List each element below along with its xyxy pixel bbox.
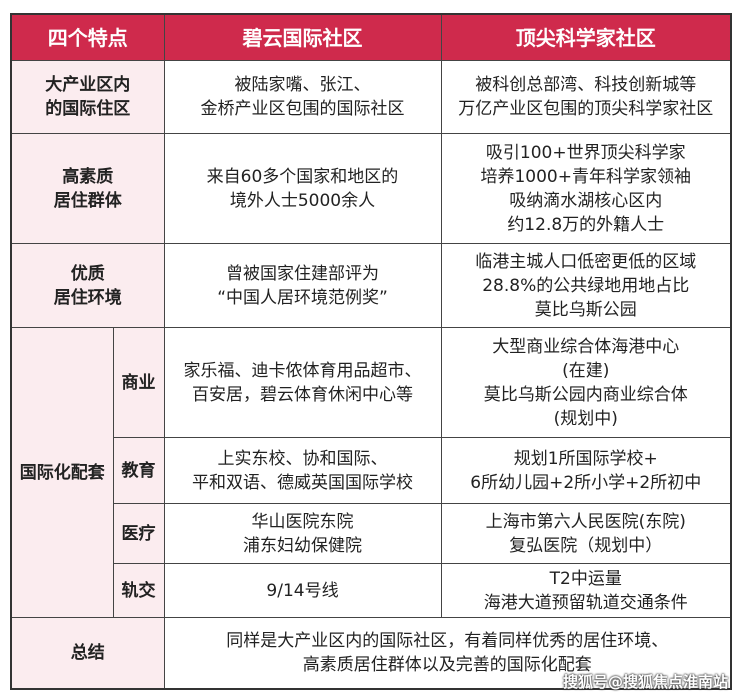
text-line: 约12.8万的外籍人士	[507, 214, 665, 235]
text-line: 大型商业综合体海港中心	[492, 336, 680, 357]
header-row: 四个特点 碧云国际社区 顶尖科学家社区	[10, 13, 732, 61]
intl-label: 国际化配套	[10, 327, 114, 618]
scientist-cell: 吸引100+世界顶尖科学家 培养1000+青年科学家领袖 吸纳滴水湖核心区内 约12.…	[440, 133, 732, 244]
biyun-cell: 被陆家嘴、张江、金桥产业区包围的国际社区	[163, 60, 442, 134]
label-line: 优质	[70, 263, 105, 284]
table-row: 医疗 华山医院东院 浦东妇幼保健院 上海市第六人民医院(东院) 复弘医院（规划中）	[11, 503, 732, 564]
watermark: 搜狐号@搜狐焦点淮南站	[562, 673, 728, 691]
label-line: 居住环境	[53, 287, 122, 308]
text-line: 同样是大产业区内的国际社区，有着同样优秀的居住环境、	[226, 630, 669, 651]
text-line: 华山医院东院	[251, 511, 354, 532]
comparison-table: 四个特点 碧云国际社区 顶尖科学家社区 大产业区内的国际住区 被陆家嘴、张江、金…	[10, 13, 732, 690]
text-line: 被陆家嘴、张江、	[234, 75, 371, 95]
text-line: (规划中)	[553, 408, 618, 429]
text-line: 临港主城人口低密更低的区域	[475, 251, 697, 272]
table-row: 轨交 9/14号线 T2中运量海港大道预留轨道交通条件	[11, 563, 732, 618]
text-line: 浦东妇幼保健院	[243, 535, 362, 556]
label-line: 居住群体	[53, 190, 122, 211]
biyun-cell: 华山医院东院 浦东妇幼保健院	[163, 503, 442, 564]
text-line: T2中运量	[549, 568, 622, 589]
text-line: 规划1所国际学校+	[513, 448, 658, 469]
label-line: 的国际住区	[45, 99, 131, 119]
text-line: 来自60多个国家和地区的	[206, 166, 399, 187]
text-line: 28.8%的公共绿地用地占比	[482, 275, 690, 296]
text-line: 平和双语、德威英国国际学校	[192, 472, 413, 493]
row-label: 优质 居住环境	[10, 243, 165, 328]
text-line: 曾被国家住建部评为	[226, 263, 379, 284]
label-line: 高素质	[62, 166, 114, 187]
sub-label: 医疗	[112, 503, 165, 564]
summary-label: 总结	[10, 617, 165, 689]
scientist-cell: T2中运量海港大道预留轨道交通条件	[440, 563, 732, 618]
biyun-cell: 9/14号线	[163, 563, 442, 618]
header-scientist: 顶尖科学家社区	[440, 13, 732, 61]
summary-cell: 同样是大产业区内的国际社区，有着同样优秀的居住环境、 高素质居住群体以及完善的国际…	[163, 617, 732, 689]
table-row: 国际化配套 商业 家乐福、迪卡侬体育用品超市、 百安居，碧云体育休闲中心等 大型商…	[10, 327, 732, 618]
text-line: 被科创总部湾、科技创新城等	[475, 75, 697, 95]
sub-label: 商业	[112, 327, 165, 438]
text-line: 高素质居住群体以及完善的国际化配套	[302, 654, 592, 675]
biyun-cell: 家乐福、迪卡侬体育用品超市、 百安居，碧云体育休闲中心等	[163, 327, 442, 438]
label-line: 大产业区内	[45, 75, 131, 95]
row-label: 高素质 居住群体	[10, 133, 165, 244]
summary-row: 总结 同样是大产业区内的国际社区，有着同样优秀的居住环境、 高素质居住群体以及完善…	[10, 617, 732, 689]
scientist-cell: 大型商业综合体海港中心 (在建) 莫比乌斯公园内商业综合体 (规划中)	[440, 327, 732, 438]
text-line: 莫比乌斯公园内商业综合体	[483, 384, 688, 405]
text-line: 培养1000+青年科学家领袖	[480, 166, 691, 187]
sub-label: 教育	[112, 437, 165, 504]
row-label: 大产业区内的国际住区	[10, 60, 165, 134]
text-line: 金桥产业区包围的国际社区	[200, 99, 405, 119]
text-line: 吸纳滴水湖核心区内	[509, 190, 663, 211]
text-line: 海港大道预留轨道交通条件	[483, 592, 688, 613]
text-line: 6所幼儿园+2所小学+2所初中	[470, 472, 702, 493]
text-line: “中国人居环境范例奖”	[217, 287, 388, 308]
table-row: 优质居住环境 曾被国家住建部评为 “中国人居环境范例奖” 临港主城人口低密更低的区…	[10, 243, 732, 328]
table-row: 高素质居住群体 来自60多个国家和地区的 境外人士5000余人 吸引100+世界顶…	[10, 133, 732, 244]
text-line: 复弘医院（规划中）	[509, 535, 663, 556]
text-line: 上海市第六人民医院(东院)	[485, 511, 686, 532]
text-line: (在建)	[562, 360, 610, 381]
text-line: 吸引100+世界顶尖科学家	[485, 142, 686, 163]
biyun-cell: 来自60多个国家和地区的 境外人士5000余人	[163, 133, 442, 244]
sub-label: 轨交	[112, 563, 165, 618]
scientist-cell: 规划1所国际学校+ 6所幼儿园+2所小学+2所初中	[440, 437, 732, 504]
biyun-cell: 曾被国家住建部评为 “中国人居环境范例奖”	[163, 243, 442, 328]
scientist-cell: 临港主城人口低密更低的区域 28.8%的公共绿地用地占比 莫比乌斯公园	[440, 243, 732, 328]
table-row: 教育 上实东校、协和国际、平和双语、德威英国国际学校 规划1所国际学校+ 6所幼儿…	[11, 437, 732, 504]
table-row: 大产业区内的国际住区 被陆家嘴、张江、金桥产业区包围的国际社区 被科创总部湾、科…	[10, 60, 732, 134]
text-line: 百安居，碧云体育休闲中心等	[192, 384, 413, 405]
biyun-cell: 上实东校、协和国际、平和双语、德威英国国际学校	[163, 437, 442, 504]
text-line: 莫比乌斯公园	[534, 299, 637, 320]
text-line: 万亿产业区包围的顶尖科学家社区	[458, 99, 714, 119]
scientist-cell: 上海市第六人民医院(东院) 复弘医院（规划中）	[440, 503, 732, 564]
text-line: 家乐福、迪卡侬体育用品超市、	[183, 360, 422, 381]
header-biyun: 碧云国际社区	[163, 13, 442, 61]
scientist-cell: 被科创总部湾、科技创新城等 万亿产业区包围的顶尖科学家社区	[440, 60, 732, 134]
header-features: 四个特点	[10, 13, 165, 61]
text-line: 境外人士5000余人	[229, 190, 376, 211]
text-line: 9/14号线	[266, 580, 339, 601]
text-line: 上实东校、协和国际、	[217, 448, 388, 469]
